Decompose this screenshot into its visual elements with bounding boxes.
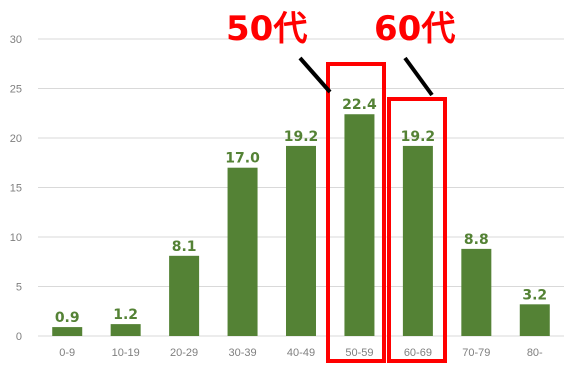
bar-40-49 [286, 145, 316, 336]
y-tick-label: 20 [10, 133, 22, 145]
data-label: 22.4 [342, 97, 377, 113]
data-label: 0.9 [55, 310, 80, 326]
y-tick-label: 15 [10, 183, 22, 195]
x-tick-label: 50-59 [345, 347, 373, 359]
bar-30-39 [227, 167, 258, 336]
highlight-annotations: 50代 60代 [226, 9, 455, 363]
bar-10-19 [110, 324, 141, 336]
x-tick-label: 20-29 [170, 347, 198, 359]
bar-0-9 [52, 327, 83, 336]
x-tick-label: 10-19 [112, 347, 140, 359]
y-tick-label: 5 [16, 282, 22, 294]
x-tick-label: 60-69 [404, 347, 432, 359]
data-label: 17.0 [225, 151, 260, 167]
x-tick-label: 80- [527, 347, 543, 359]
x-tick-label: 0-9 [59, 347, 75, 359]
x-tick-label: 30-39 [228, 347, 256, 359]
y-tick-label: 10 [10, 232, 22, 244]
bar-60-69 [402, 145, 433, 336]
bar-20-29 [169, 255, 200, 336]
highlight-box-50-59 [326, 62, 386, 363]
bars [52, 114, 550, 337]
x-axis-tick-labels: 0-9 10-19 20-29 30-39 40-49 50-59 60-69 70-79 80… [59, 347, 543, 359]
bar-70-79 [461, 248, 492, 336]
annotation-label: 60代 [374, 9, 455, 49]
data-label: 19.2 [284, 129, 319, 145]
y-tick-label: 30 [10, 34, 22, 46]
y-tick-label: 0 [16, 331, 22, 343]
highlight-box-60-69 [387, 97, 447, 363]
data-label: 3.2 [522, 287, 547, 303]
data-label: 8.8 [464, 232, 489, 248]
y-axis-tick-labels: 0 5 10 15 20 25 30 [10, 34, 22, 343]
data-label: 19.2 [401, 129, 436, 145]
pointer-line [298, 56, 332, 94]
data-label: 1.2 [113, 307, 138, 323]
data-label: 8.1 [172, 239, 197, 255]
pointer-line [403, 56, 434, 97]
x-tick-label: 70-79 [462, 347, 490, 359]
y-tick-label: 25 [10, 84, 22, 96]
x-tick-label: 40-49 [287, 347, 315, 359]
data-labels: 0.9 1.2 8.1 17.0 19.2 22.4 19.2 8.8 3.2 [55, 97, 547, 326]
annotation-label: 50代 [226, 9, 307, 49]
bar-50-59 [344, 114, 375, 337]
bar-80- [519, 304, 550, 336]
